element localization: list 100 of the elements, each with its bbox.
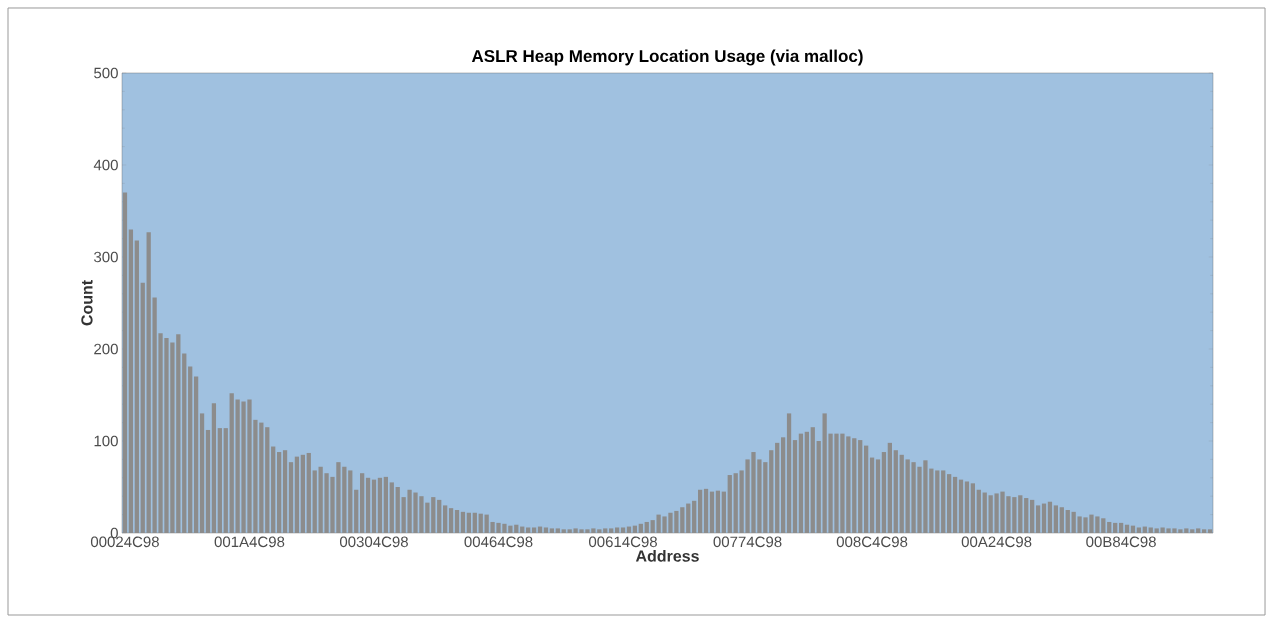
x-tick-label: 00614C98: [589, 536, 657, 548]
bar: [561, 529, 566, 533]
bar: [211, 403, 217, 533]
bar: [1107, 521, 1112, 533]
bar: [1030, 499, 1035, 533]
bar: [1035, 505, 1041, 533]
bar: [454, 510, 460, 533]
bar: [460, 511, 466, 533]
bar: [976, 489, 981, 533]
bar: [1148, 527, 1153, 533]
bar: [638, 523, 643, 533]
bar: [271, 446, 276, 533]
bar: [294, 456, 300, 533]
x-tick-label: 00774C98: [713, 536, 782, 548]
bar: [312, 470, 317, 533]
bar: [887, 442, 892, 533]
y-tick-label: 200: [94, 343, 118, 355]
bar: [775, 442, 780, 533]
bar: [769, 450, 774, 533]
y-tick-label: 500: [94, 67, 118, 79]
bar: [893, 450, 898, 533]
bar: [1124, 524, 1130, 533]
bar: [188, 366, 193, 533]
bar: [964, 481, 970, 533]
bar: [798, 433, 804, 533]
bar: [395, 487, 400, 533]
bar: [899, 454, 904, 533]
bar: [437, 499, 442, 533]
bar: [780, 437, 786, 533]
bar: [1059, 507, 1064, 533]
bar: [265, 427, 270, 533]
bar: [555, 528, 560, 533]
bar: [603, 528, 608, 533]
bar: [686, 503, 691, 533]
bar: [288, 462, 294, 533]
bar: [727, 475, 732, 533]
bar: [644, 521, 649, 533]
bar: [300, 454, 305, 533]
bar: [692, 500, 697, 533]
x-tick-label: 008C4C98: [836, 536, 908, 548]
bar: [620, 527, 626, 533]
x-tick-label: 00304C98: [339, 536, 408, 548]
bar: [982, 492, 987, 533]
bar: [223, 428, 228, 533]
bar: [697, 489, 703, 533]
bar: [947, 474, 952, 533]
bar: [122, 192, 128, 533]
bar: [348, 470, 353, 533]
bar: [140, 282, 145, 533]
bar: [549, 528, 555, 533]
x-axis-title: Address: [635, 549, 699, 562]
bar: [609, 528, 614, 533]
bar: [1190, 529, 1195, 533]
bar: [881, 452, 887, 533]
bar: [792, 440, 798, 533]
bar: [614, 527, 620, 533]
bar: [952, 476, 958, 533]
bar: [864, 445, 869, 533]
bar: [941, 470, 946, 533]
bar: [377, 477, 383, 533]
y-tick-label: 300: [94, 251, 118, 263]
bar: [1047, 501, 1053, 533]
chart-title: ASLR Heap Memory Location Usage (via malloc): [471, 49, 863, 66]
bar: [360, 473, 365, 533]
bar: [935, 470, 940, 533]
bar: [205, 429, 211, 533]
bar: [478, 513, 483, 533]
bar: [1136, 527, 1142, 533]
bar: [869, 457, 875, 533]
bar: [786, 413, 792, 533]
bar: [1053, 505, 1059, 533]
bar: [217, 428, 222, 533]
bar: [852, 438, 857, 533]
bar: [1024, 498, 1029, 533]
bar: [970, 483, 975, 533]
bar: [703, 488, 709, 533]
bar: [875, 459, 881, 533]
bar: [1118, 522, 1124, 533]
bar: [306, 452, 311, 533]
bar: [1201, 529, 1207, 533]
bar: [632, 525, 638, 533]
bar: [1065, 510, 1070, 533]
bar: [199, 413, 205, 533]
bar: [721, 491, 726, 533]
y-axis-title: Count: [81, 280, 93, 326]
bar: [282, 450, 288, 533]
bar: [354, 489, 359, 533]
bar: [1130, 525, 1136, 533]
bar: [383, 476, 388, 533]
bar: [389, 482, 394, 533]
bar: [858, 440, 863, 533]
bar: [1196, 528, 1201, 533]
y-tick-label: 100: [94, 435, 118, 447]
bar: [128, 229, 134, 533]
bar: [182, 353, 187, 533]
bar: [466, 512, 471, 533]
bar: [958, 479, 964, 533]
bar: [1041, 503, 1047, 533]
y-tick-label: 400: [93, 159, 118, 171]
bar: [365, 477, 371, 533]
